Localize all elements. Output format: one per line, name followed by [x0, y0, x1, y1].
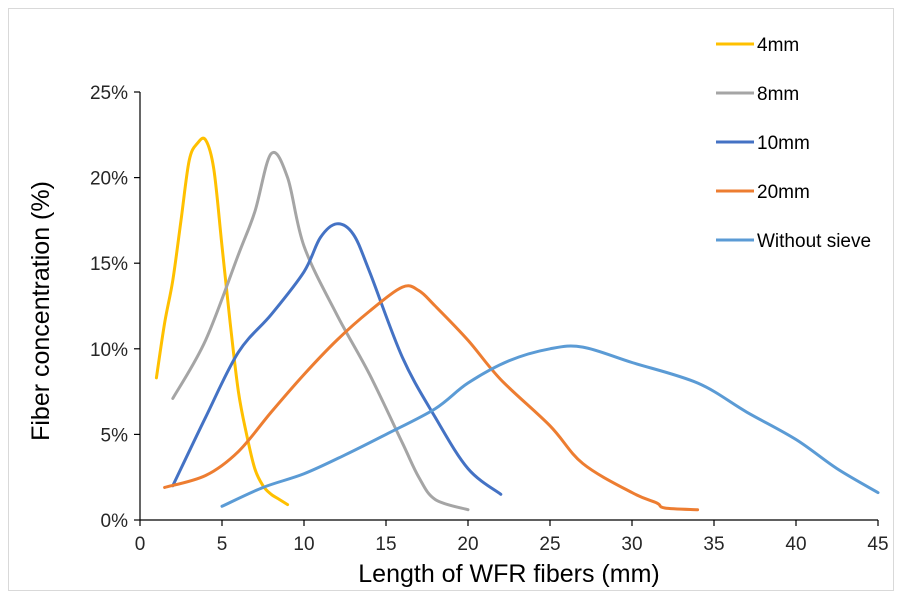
x-tick-label: 15	[375, 534, 396, 555]
legend-item-4mm: 4mm	[716, 35, 799, 56]
legend-label: 8mm	[757, 84, 799, 105]
x-axis-title: Length of WFR fibers (mm)	[358, 560, 659, 588]
series-line-4mm	[154, 136, 290, 507]
series-lines	[154, 136, 880, 512]
x-tick-label: 5	[217, 534, 228, 555]
legend-item-without-sieve: Without sieve	[716, 231, 871, 252]
legend-label: 4mm	[757, 35, 799, 56]
y-tick-label: 20%	[90, 169, 128, 190]
series-line-20mm	[163, 284, 700, 512]
legend-label: 20mm	[757, 182, 810, 203]
legend: 4mm 8mm 10mm 20mm Without sieve	[716, 35, 871, 252]
x-tick-label: 0	[135, 534, 146, 555]
x-tick-label: 10	[293, 534, 314, 555]
x-tick-label: 20	[457, 534, 478, 555]
x-tick-label: 45	[867, 534, 888, 555]
series-line-without-sieve	[220, 344, 880, 508]
axes	[139, 92, 878, 521]
x-tick-label: 35	[703, 534, 724, 555]
chart-frame: 0% 5% 10% 15% 20% 25% 0 5 10 15 20 25 30 35 40 45 Leng…	[8, 8, 894, 591]
legend-item-20mm: 20mm	[716, 182, 810, 203]
y-tick-label: 0%	[101, 511, 129, 532]
x-tick-label: 40	[785, 534, 806, 555]
series-line-10mm	[171, 222, 503, 496]
legend-item-8mm: 8mm	[716, 84, 799, 105]
legend-item-10mm: 10mm	[716, 133, 810, 154]
y-tick-label: 15%	[90, 254, 128, 275]
line-chart: 0% 5% 10% 15% 20% 25% 0 5 10 15 20 25 30 35 40 45 Leng…	[27, 35, 889, 588]
y-axis-title: Fiber concentration (%)	[27, 181, 55, 441]
series-line-8mm	[171, 150, 470, 512]
y-ticks: 0% 5% 10% 15% 20% 25%	[90, 83, 140, 532]
x-tick-label: 25	[539, 534, 560, 555]
legend-label: 10mm	[757, 133, 810, 154]
x-tick-label: 30	[621, 534, 642, 555]
y-tick-label: 25%	[90, 83, 128, 104]
y-tick-label: 5%	[101, 425, 129, 446]
x-ticks: 0 5 10 15 20 25 30 35 40 45	[135, 520, 889, 555]
y-tick-label: 10%	[90, 340, 128, 361]
legend-label: Without sieve	[757, 231, 871, 252]
